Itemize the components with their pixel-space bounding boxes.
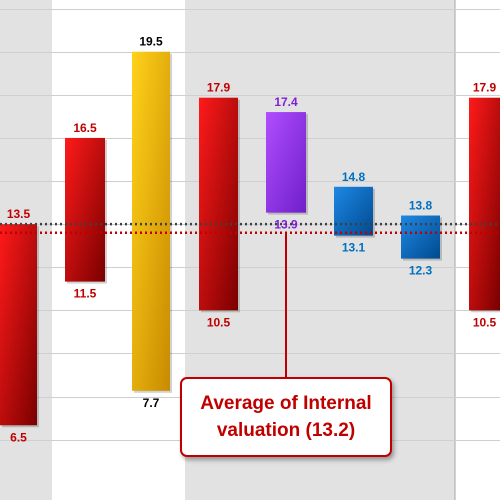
high-value-label: 13.8	[409, 199, 433, 213]
range-bar-7	[401, 215, 440, 259]
average-callout: Average of Internal valuation (13.2)	[180, 377, 392, 457]
high-value-label: 19.5	[139, 35, 163, 49]
range-bar-6	[334, 186, 373, 236]
low-value-label: 6.5	[10, 430, 27, 444]
low-value-label: 10.5	[473, 315, 497, 329]
range-bar-1	[0, 224, 37, 426]
low-value-label: 13.9	[274, 218, 298, 232]
high-value-label: 13.5	[7, 207, 31, 221]
low-value-label: 7.7	[143, 396, 160, 410]
low-value-label: 11.5	[74, 287, 97, 301]
high-value-label: 17.4	[274, 95, 298, 109]
high-value-label: 14.8	[342, 170, 366, 184]
range-bar-3	[132, 51, 170, 391]
range-bar-2	[65, 137, 105, 282]
average-callout-text: Average of Internal valuation (13.2)	[200, 393, 372, 441]
range-bar-8	[469, 97, 500, 311]
low-value-label: 13.1	[342, 241, 366, 255]
high-value-label: 17.9	[207, 81, 231, 95]
high-value-label: 17.9	[473, 81, 497, 95]
range-bar-5	[266, 112, 306, 213]
low-value-label: 12.3	[409, 264, 433, 278]
low-value-label: 10.5	[207, 315, 231, 329]
high-value-label: 16.5	[73, 121, 97, 135]
range-bar-4	[199, 97, 238, 311]
